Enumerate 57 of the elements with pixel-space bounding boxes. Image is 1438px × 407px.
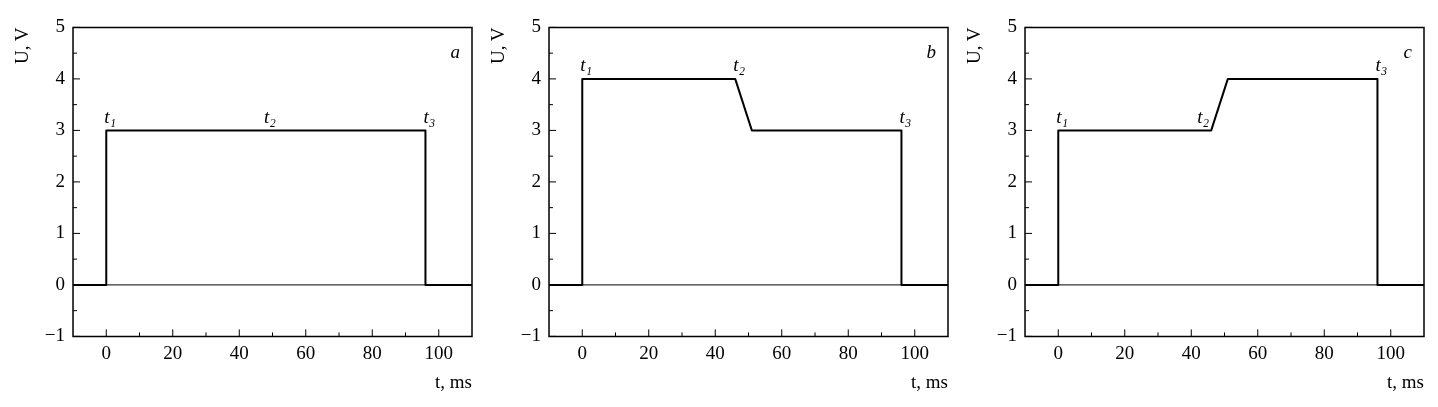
x-tick-label: 100 <box>900 341 929 363</box>
x-axis-title: t, ms <box>435 370 472 392</box>
annotation: t₂ <box>1197 105 1210 127</box>
annotation: t₁ <box>1056 105 1069 127</box>
y-tick-label: −1 <box>996 324 1018 346</box>
annotation: t₂ <box>263 105 277 127</box>
x-tick-label: 60 <box>296 341 316 363</box>
x-tick-label: 20 <box>163 341 183 363</box>
y-tick-label: 0 <box>55 272 66 294</box>
annotation: t₃ <box>899 105 912 127</box>
y-tick-label: 5 <box>1007 15 1018 37</box>
x-axis-title: t, ms <box>911 370 948 392</box>
x-tick-label: 0 <box>1053 341 1064 363</box>
annotation: t₁ <box>104 105 117 127</box>
x-tick-label: 80 <box>1314 341 1334 363</box>
x-axis-title: t, ms <box>1387 370 1424 392</box>
y-axis-title: U, V <box>11 27 33 65</box>
y-tick-label: 2 <box>55 169 66 191</box>
x-tick-label: 100 <box>424 341 453 363</box>
x-tick-label: 60 <box>772 341 792 363</box>
y-tick-label: 2 <box>531 169 542 191</box>
annotation: c <box>1403 40 1413 62</box>
y-axis-title: U, V <box>487 27 509 65</box>
y-tick-label: 4 <box>531 66 542 88</box>
y-tick-label: 0 <box>531 272 542 294</box>
y-tick-label: 1 <box>1007 221 1018 243</box>
annotation: a <box>450 40 460 62</box>
y-tick-label: 1 <box>55 221 66 243</box>
y-tick-label: −1 <box>520 324 542 346</box>
y-tick-label: −1 <box>44 324 66 346</box>
y-tick-label: 0 <box>1007 272 1018 294</box>
x-tick-label: 40 <box>1181 341 1201 363</box>
y-tick-label: 3 <box>531 118 542 140</box>
y-tick-label: 3 <box>55 118 66 140</box>
x-tick-label: 0 <box>577 341 588 363</box>
annotation: t₁ <box>580 54 593 76</box>
x-tick-label: 80 <box>362 341 382 363</box>
x-tick-label: 60 <box>1248 341 1268 363</box>
y-tick-label: 5 <box>55 15 66 37</box>
y-axis-title: U, V <box>963 27 985 65</box>
y-tick-label: 2 <box>1007 169 1018 191</box>
y-tick-label: 4 <box>55 66 66 88</box>
x-tick-label: 80 <box>838 341 858 363</box>
y-tick-label: 3 <box>1007 118 1018 140</box>
x-tick-label: 0 <box>101 341 112 363</box>
y-tick-label: 5 <box>531 15 542 37</box>
x-tick-label: 20 <box>1115 341 1135 363</box>
annotation: t₃ <box>423 105 436 127</box>
y-tick-label: 1 <box>531 221 542 243</box>
x-tick-label: 40 <box>229 341 249 363</box>
x-tick-label: 100 <box>1376 341 1405 363</box>
y-tick-label: 4 <box>1007 66 1018 88</box>
annotation: t₂ <box>733 54 746 76</box>
annotation: t₃ <box>1375 54 1388 76</box>
annotation: b <box>926 40 936 62</box>
x-tick-label: 20 <box>639 341 659 363</box>
x-tick-label: 40 <box>705 341 725 363</box>
